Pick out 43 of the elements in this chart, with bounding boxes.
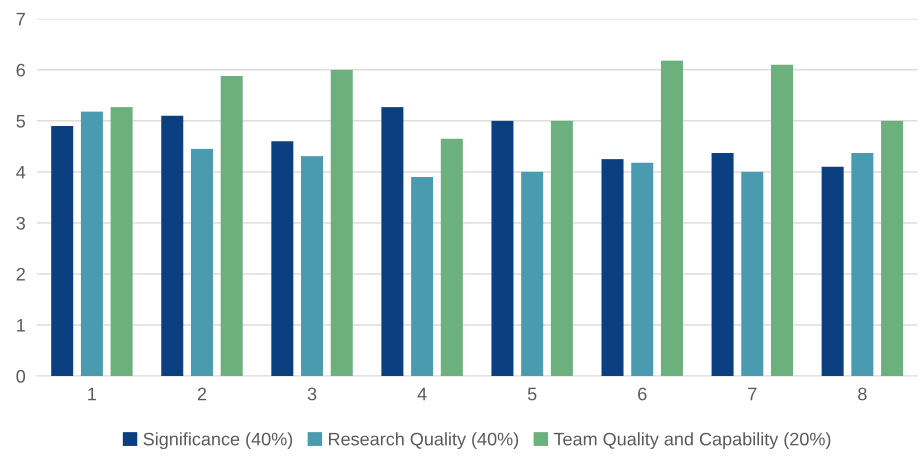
y-tick-label: 7 — [16, 12, 25, 26]
bar — [881, 120, 904, 376]
x-tick-label: 6 — [638, 388, 646, 400]
bar — [51, 126, 74, 376]
bar — [602, 159, 624, 376]
bar — [110, 107, 133, 376]
bar — [301, 156, 324, 376]
bar — [80, 112, 103, 376]
x-tick-label: 3 — [308, 388, 316, 400]
y-tick-label: 2 — [16, 268, 25, 280]
x-tick-label: 7 — [748, 388, 756, 400]
bar — [822, 166, 844, 376]
x-tick-label: 1 — [88, 388, 96, 400]
y-tick-label: 3 — [16, 216, 25, 230]
x-tick-label: 4 — [418, 388, 427, 400]
y-tick-label: 6 — [16, 64, 25, 77]
y-tick-label: 4 — [16, 166, 26, 178]
x-tick-label: 2 — [198, 388, 206, 400]
bar — [330, 70, 353, 376]
x-tick-label: 5 — [528, 388, 536, 400]
bar — [491, 120, 514, 376]
bar — [550, 120, 573, 376]
y-tick-label: 5 — [16, 114, 26, 128]
legend-label: Research Quality (40%) — [329, 432, 518, 450]
bar — [271, 141, 294, 376]
bar — [631, 162, 654, 376]
bar — [161, 116, 184, 376]
x-tick-label: 8 — [858, 388, 867, 400]
bar — [712, 153, 734, 376]
bar — [220, 76, 243, 376]
legend-label: Significance (40%) — [144, 432, 292, 450]
y-tick-label: 0 — [16, 370, 26, 383]
legend-label: Team Quality and Capability (20%) — [554, 432, 830, 450]
bar — [521, 172, 544, 376]
bar — [411, 176, 434, 376]
bar — [771, 64, 794, 376]
bar — [190, 148, 213, 376]
bar — [660, 60, 683, 376]
bar — [440, 138, 463, 376]
y-tick-label: 1 — [17, 319, 25, 332]
bar — [381, 107, 404, 376]
bar — [851, 153, 874, 376]
bar — [741, 172, 764, 376]
